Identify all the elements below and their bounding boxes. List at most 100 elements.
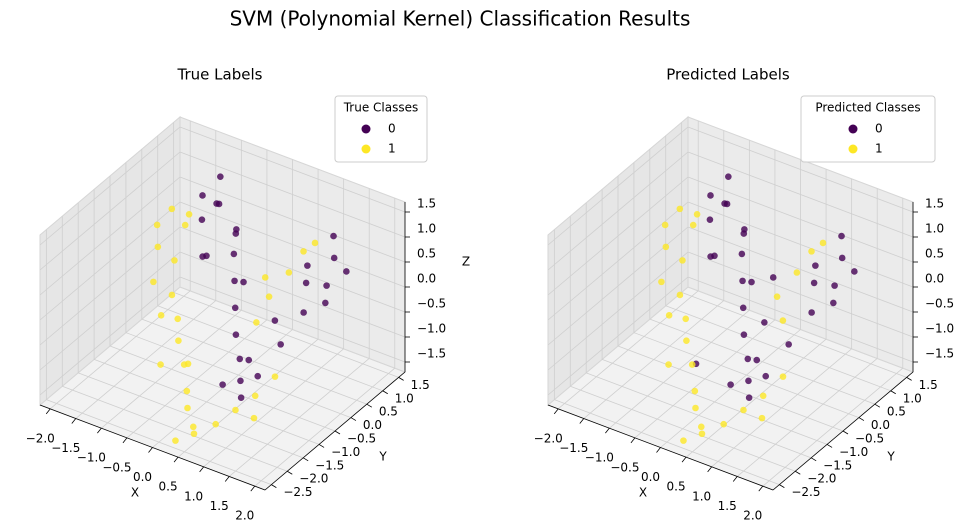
point bbox=[691, 387, 699, 395]
point bbox=[172, 437, 179, 444]
z-tick-label: 0.5 bbox=[925, 247, 944, 261]
grid-line bbox=[46, 399, 272, 486]
grid-line bbox=[93, 359, 320, 445]
grid-line bbox=[633, 332, 860, 418]
y-tick-label: 0.5 bbox=[887, 405, 906, 419]
tick-mark bbox=[681, 456, 687, 463]
point bbox=[330, 232, 337, 240]
point bbox=[300, 309, 307, 316]
tick-mark bbox=[890, 390, 896, 395]
tick-mark bbox=[579, 418, 585, 424]
legend-title: Predicted Classes bbox=[815, 101, 920, 115]
point bbox=[240, 278, 247, 286]
grid-line bbox=[547, 276, 689, 396]
tick-mark bbox=[271, 484, 277, 488]
point bbox=[157, 361, 164, 368]
legend-marker bbox=[848, 144, 858, 154]
tick-mark bbox=[199, 466, 204, 473]
point bbox=[174, 315, 182, 323]
grid-line bbox=[649, 318, 875, 405]
point bbox=[851, 268, 858, 275]
point bbox=[793, 269, 801, 276]
legend-label: 1 bbox=[875, 142, 883, 156]
point bbox=[662, 243, 670, 251]
grid-line bbox=[179, 201, 406, 288]
tick-mark bbox=[45, 408, 51, 415]
z-tick-label: −1.0 bbox=[925, 322, 954, 336]
point bbox=[175, 337, 182, 345]
point bbox=[688, 361, 696, 368]
point bbox=[689, 221, 697, 229]
point bbox=[271, 373, 279, 380]
tick-mark bbox=[173, 456, 179, 463]
grid-line bbox=[179, 276, 406, 363]
point bbox=[745, 377, 752, 385]
point bbox=[740, 406, 747, 414]
point bbox=[157, 312, 165, 319]
z-tick-label: 1.0 bbox=[417, 222, 436, 236]
point bbox=[707, 253, 714, 260]
chart-title: True Labels bbox=[177, 66, 263, 84]
point bbox=[759, 392, 767, 400]
point bbox=[171, 257, 178, 264]
grid-line bbox=[570, 385, 796, 472]
tick-mark bbox=[334, 430, 341, 435]
z-tick-label: −0.5 bbox=[417, 297, 446, 311]
z-tick-label: 1.5 bbox=[925, 197, 944, 211]
grid-line bbox=[617, 345, 844, 432]
legend-box bbox=[334, 95, 428, 163]
tick-mark bbox=[250, 485, 256, 492]
point bbox=[184, 360, 192, 368]
grid-line bbox=[586, 372, 812, 459]
grid-line bbox=[687, 276, 914, 363]
grid-line bbox=[179, 151, 406, 238]
x-tick-label: −1.5 bbox=[51, 441, 80, 455]
point bbox=[808, 309, 815, 316]
point bbox=[676, 291, 684, 299]
y-tick-label: 1.0 bbox=[395, 391, 414, 405]
grid-line bbox=[601, 359, 828, 445]
point bbox=[150, 278, 157, 286]
point bbox=[311, 239, 319, 247]
tick-mark bbox=[906, 377, 912, 381]
point bbox=[271, 317, 279, 324]
grid-line bbox=[173, 291, 399, 378]
x-axis-line bbox=[39, 404, 266, 491]
point bbox=[323, 282, 330, 289]
point bbox=[153, 221, 161, 229]
y-tick-label: −1.0 bbox=[839, 445, 868, 459]
point bbox=[819, 239, 827, 247]
point bbox=[740, 230, 748, 237]
tick-mark bbox=[758, 485, 764, 492]
point bbox=[739, 304, 747, 312]
grid-line bbox=[78, 372, 304, 459]
point bbox=[745, 394, 753, 402]
tick-mark bbox=[553, 408, 559, 415]
tick-mark bbox=[630, 437, 636, 444]
z-tick-label: 0.0 bbox=[417, 272, 436, 286]
point bbox=[753, 356, 761, 364]
point bbox=[300, 248, 307, 255]
tick-mark bbox=[858, 417, 865, 421]
grid-line bbox=[547, 201, 689, 321]
z-tick-label: −0.5 bbox=[925, 297, 954, 311]
point bbox=[232, 230, 240, 237]
point bbox=[231, 304, 239, 312]
tick-mark bbox=[350, 417, 357, 421]
z-axis-label: Z bbox=[462, 255, 470, 269]
point bbox=[779, 373, 787, 380]
legend-label: 0 bbox=[875, 122, 883, 136]
tick-mark bbox=[366, 403, 373, 408]
x-tick-label: 0.0 bbox=[133, 470, 152, 484]
x-tick-label: 1.5 bbox=[718, 499, 737, 513]
point bbox=[253, 319, 260, 326]
legend-title: True Classes bbox=[343, 101, 419, 115]
point bbox=[304, 262, 311, 269]
y-tick-label: −1.5 bbox=[823, 458, 852, 472]
point bbox=[185, 210, 193, 218]
grid-line bbox=[687, 201, 914, 288]
point bbox=[808, 248, 815, 255]
y-tick-label: 1.0 bbox=[903, 391, 922, 405]
point bbox=[236, 355, 244, 363]
